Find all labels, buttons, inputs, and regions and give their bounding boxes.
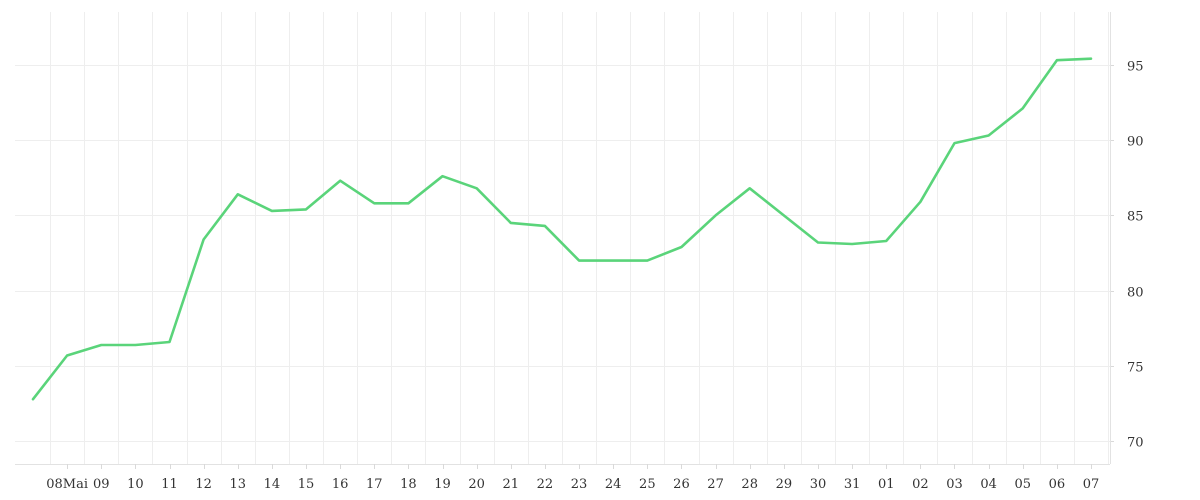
x-tick-label: 15 [298,477,315,492]
x-tick-label: 14 [264,477,281,492]
y-tick-label: 85 [1127,210,1144,225]
x-tick-label: 31 [844,477,861,492]
x-tick-label: 03 [946,477,963,492]
x-tick-label: 30 [810,477,827,492]
y-tick-label: 75 [1127,361,1144,376]
y-tick-label: 90 [1127,135,1144,150]
x-tick-label: 02 [912,477,929,492]
x-tick-label: 11 [161,477,178,492]
series-line-1 [31,57,1093,401]
x-tick-label: 17 [366,477,383,492]
x-tick-label: 25 [639,477,656,492]
x-tick-label: 27 [707,477,724,492]
x-tick-label: 20 [468,477,485,492]
x-tick-label: 01 [878,477,895,492]
axes [15,12,1114,469]
tick-labels: 70 75 80 85 90 95 08Mai 09 10 11 12 13 14 15 16 17 18 19 2… [46,60,1143,493]
x-tick-label: 10 [127,477,144,492]
x-tick-label: 09 [93,477,110,492]
x-tick-label: 08Mai [46,477,88,492]
x-tick-label: 28 [741,477,758,492]
x-tick-label: 26 [673,477,690,492]
x-tick-label: 24 [605,477,622,492]
x-tick-label: 12 [195,477,212,492]
x-tick-label: 05 [1014,477,1031,492]
y-tick-label: 80 [1127,286,1144,301]
x-tick-label: 22 [537,477,554,492]
x-tick-label: 07 [1083,477,1100,492]
grid [15,12,1110,464]
x-tick-label: 29 [776,477,793,492]
x-tick-label: 16 [332,477,349,492]
y-tick-label: 70 [1127,436,1144,451]
series-layer [31,57,1093,401]
x-tick-label: 19 [434,477,451,492]
x-tick-label: 18 [400,477,417,492]
x-tick-label: 06 [1049,477,1066,492]
x-tick-label: 23 [571,477,588,492]
x-tick-label: 13 [230,477,247,492]
x-tick-label: 04 [980,477,997,492]
x-tick-label: 21 [503,477,520,492]
y-tick-label: 95 [1127,60,1144,75]
